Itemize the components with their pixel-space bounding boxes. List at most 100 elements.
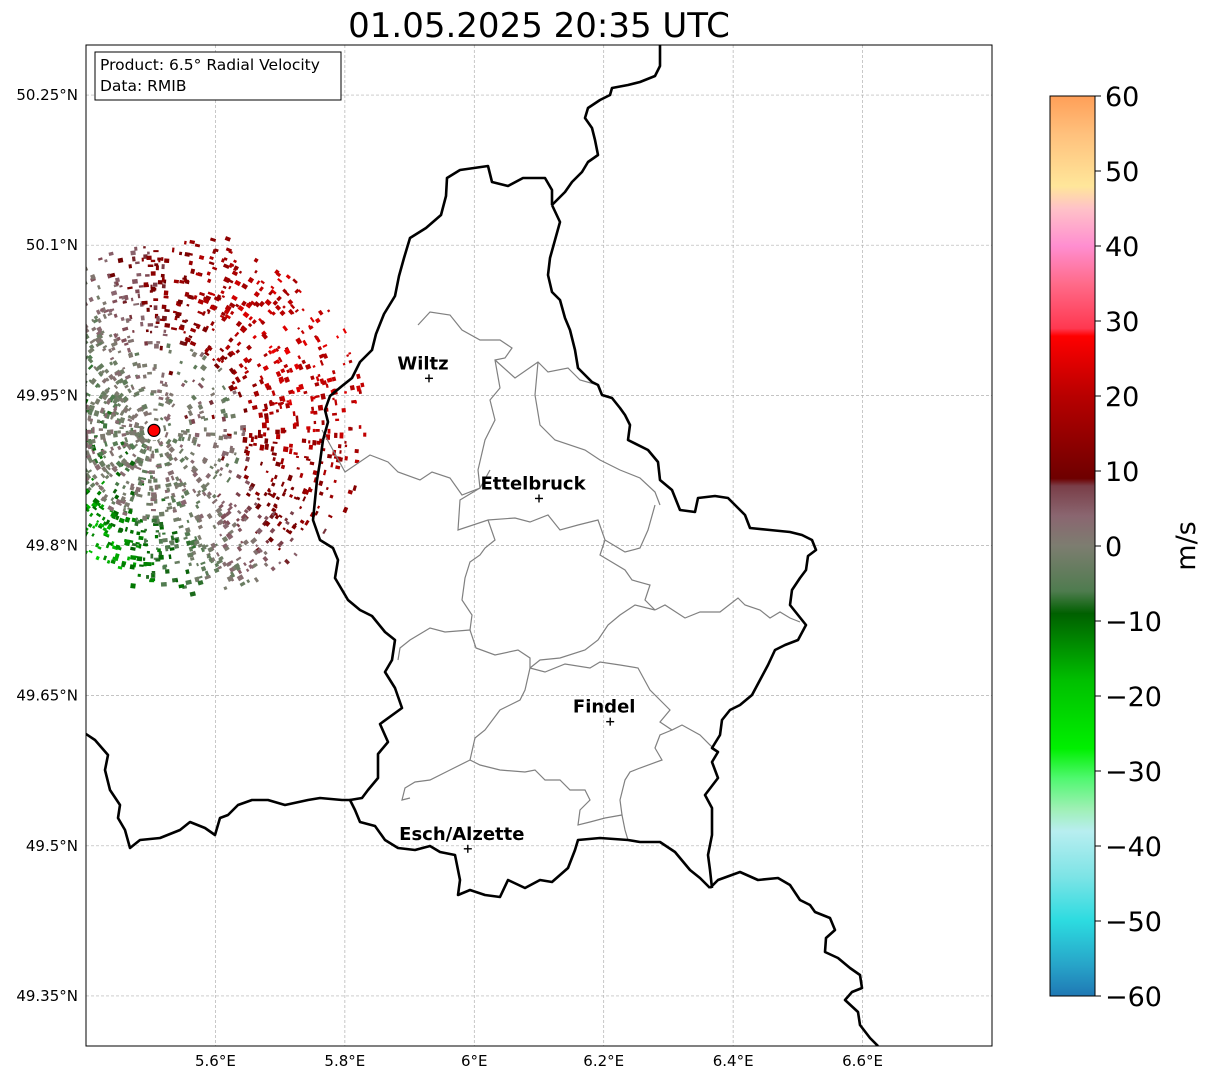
- radar-echo-cell: [52, 478, 57, 482]
- radar-echo-cell: [191, 351, 198, 358]
- radar-echo-cell: [213, 362, 221, 370]
- radar-echo-cell: [130, 385, 135, 391]
- radar-echo-cell: [90, 477, 95, 482]
- radar-echo-cell: [119, 397, 125, 404]
- radar-echo-cell: [102, 555, 108, 561]
- radar-echo-cell: [49, 430, 53, 434]
- radar-echo-cell: [149, 290, 153, 293]
- radar-echoes: [37, 236, 367, 597]
- radar-echo-cell: [63, 448, 67, 454]
- radar-echo-cell: [75, 517, 82, 524]
- radar-echo-cell: [258, 286, 264, 292]
- radar-echo-cell: [72, 348, 77, 353]
- radar-echo-cell: [223, 434, 228, 440]
- radar-echo-cell: [212, 524, 217, 530]
- radar-echo-cell: [168, 554, 172, 560]
- radar-echo-cell: [282, 446, 289, 453]
- radar-echo-cell: [106, 524, 112, 530]
- radar-echo-cell: [223, 428, 227, 433]
- radar-echo-cell: [295, 386, 301, 393]
- radar-echo-cell: [78, 367, 82, 372]
- radar-echo-cell: [159, 453, 164, 458]
- radar-echo-cell: [159, 380, 164, 384]
- radar-echo-cell: [172, 310, 177, 314]
- radar-echo-cell: [80, 518, 85, 523]
- colorbar-tick-label: 40: [1105, 232, 1139, 263]
- radar-echo-cell: [288, 448, 293, 455]
- radar-echo-cell: [191, 379, 196, 383]
- radar-echo-cell: [117, 565, 123, 570]
- radar-echo-cell: [119, 426, 124, 430]
- radar-echo-cell: [236, 574, 245, 582]
- radar-echo-cell: [120, 316, 125, 322]
- radar-echo-cell: [86, 392, 91, 397]
- radar-echo-cell: [178, 448, 184, 454]
- radar-echo-cell: [111, 500, 116, 506]
- radar-echo-cell: [153, 408, 158, 411]
- radar-echo-cell: [139, 430, 146, 436]
- radar-echo-cell: [197, 543, 203, 548]
- radar-echo-cell: [46, 362, 51, 368]
- radar-echo-cell: [196, 562, 199, 567]
- radar-echo-cell: [207, 491, 212, 497]
- radar-echo-cell: [70, 378, 76, 384]
- radar-echo-cell: [164, 451, 170, 457]
- radar-echo-cell: [67, 458, 71, 462]
- radar-echo-cell: [37, 495, 43, 500]
- city-label: Findel: [573, 697, 636, 718]
- radar-echo-cell: [115, 460, 123, 468]
- radar-echo-cell: [72, 509, 78, 515]
- radar-echo-cell: [126, 556, 131, 561]
- radar-echo-cell: [64, 294, 71, 301]
- radar-echo-cell: [236, 523, 241, 528]
- radar-echo-cell: [183, 455, 189, 461]
- radar-echo-cell: [223, 257, 228, 261]
- radar-echo-cell: [45, 348, 50, 353]
- radar-echo-cell: [185, 569, 190, 575]
- radar-echo-cell: [105, 464, 111, 471]
- radar-echo-cell: [134, 520, 139, 527]
- radar-echo-cell: [275, 429, 280, 435]
- radar-echo-cell: [354, 400, 358, 404]
- radar-echo-cell: [174, 485, 178, 488]
- radar-echo-cell: [138, 387, 145, 393]
- radar-echo-cell: [80, 418, 85, 423]
- radar-echo-cell: [43, 446, 47, 449]
- radar-echo-cell: [239, 326, 247, 334]
- radar-echo-cell: [178, 325, 185, 331]
- radar-echo-cell: [104, 368, 110, 374]
- radar-echo-cell: [150, 259, 156, 263]
- radar-echo-cell: [275, 271, 282, 278]
- radar-echo-cell: [112, 488, 118, 494]
- radar-echo-cell: [305, 363, 312, 370]
- radar-echo-cell: [57, 413, 62, 416]
- radar-echo-cell: [146, 307, 150, 312]
- radar-echo-cell: [94, 481, 100, 486]
- radar-echo-cell: [161, 257, 164, 261]
- radar-echo-cell: [97, 523, 103, 530]
- radar-echo-cell: [275, 409, 280, 413]
- radar-echo-cell: [66, 453, 70, 459]
- radar-echo-cell: [80, 500, 85, 505]
- radar-echo-cell: [256, 362, 262, 368]
- radar-echo-cell: [94, 542, 100, 548]
- radar-echo-cell: [175, 538, 179, 544]
- radar-echo-cell: [74, 367, 81, 374]
- radar-echo-cell: [105, 398, 112, 405]
- radar-echo-cell: [168, 349, 172, 354]
- radar-echo-cell: [169, 541, 175, 546]
- radar-echo-cell: [167, 469, 175, 476]
- radar-echo-cell: [327, 453, 333, 459]
- radar-echo-cell: [284, 517, 289, 522]
- radar-echo-cell: [119, 470, 126, 477]
- radar-echo-cell: [322, 469, 327, 476]
- radar-echo-cell: [263, 352, 268, 358]
- radar-echo-cell: [197, 400, 202, 405]
- radar-echo-cell: [78, 424, 82, 429]
- radar-echo-cell: [296, 496, 301, 501]
- radar-echo-cell: [155, 558, 161, 562]
- radar-echo-cell: [72, 352, 78, 358]
- radar-echo-cell: [127, 338, 135, 344]
- radar-echo-cell: [266, 427, 270, 431]
- radar-echo-cell: [65, 430, 70, 434]
